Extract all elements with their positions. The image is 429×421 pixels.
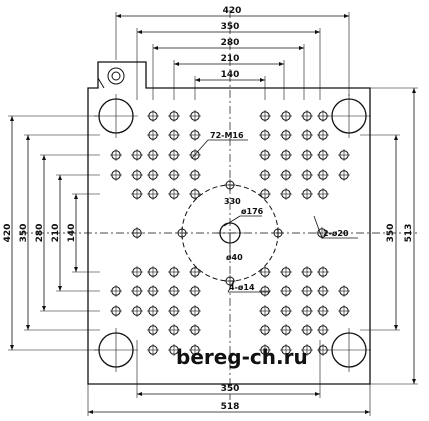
dim-top-350: 350 xyxy=(221,22,240,32)
tie-bar-holes xyxy=(94,94,371,372)
dim-right-350: 350 xyxy=(386,224,396,243)
dimension-arrowhead xyxy=(42,306,46,311)
dimension-arrowheads xyxy=(10,14,416,414)
dimension-arrowhead xyxy=(74,194,78,199)
dimension-arrowhead xyxy=(26,325,30,330)
dim-top-280: 280 xyxy=(221,38,240,48)
dimension-arrowhead xyxy=(153,46,158,50)
dimension-arrowhead xyxy=(26,135,30,140)
dimension-arrowhead xyxy=(299,46,304,50)
dimension-arrowhead xyxy=(10,116,14,121)
callout-40: ø40 xyxy=(226,253,243,262)
callout-2-20: 2-ø20 xyxy=(323,229,349,238)
dim-top-210: 210 xyxy=(221,54,240,64)
dimension-arrowhead xyxy=(58,175,62,180)
dimension-arrowhead xyxy=(116,14,121,18)
dimension-arrowhead xyxy=(195,78,200,82)
dimension-arrowhead xyxy=(137,392,142,396)
dimension-arrowhead xyxy=(344,14,349,18)
right-extension-lines xyxy=(360,87,418,385)
lifting-hole xyxy=(107,67,125,85)
threaded-hole-pattern xyxy=(110,110,350,356)
dimension-arrowhead xyxy=(137,30,142,34)
dimension-arrowhead xyxy=(315,392,320,396)
dimension-arrowhead xyxy=(394,325,398,330)
dimension-arrowhead xyxy=(365,410,370,414)
dim-left-210: 210 xyxy=(51,224,61,243)
dim-bottom-350: 350 xyxy=(221,384,240,394)
dim-right-513: 513 xyxy=(404,224,414,243)
dimension-arrowhead xyxy=(174,62,179,66)
dimension-arrowhead xyxy=(315,30,320,34)
dim-left-350: 350 xyxy=(19,224,29,243)
platen-outline xyxy=(87,61,371,385)
dimension-arrowhead xyxy=(10,345,14,350)
dimension-arrowhead xyxy=(88,410,93,414)
dimension-lines xyxy=(11,15,415,413)
callout-330: 330 xyxy=(224,197,241,206)
dim-top-420: 420 xyxy=(223,6,242,16)
dimension-arrowhead xyxy=(260,78,265,82)
dim-top-140: 140 xyxy=(221,70,240,80)
dimension-arrowhead xyxy=(412,88,416,93)
left-extension-lines xyxy=(8,115,100,351)
dim-left-420: 420 xyxy=(3,224,13,243)
dimension-arrowhead xyxy=(279,62,284,66)
callout-4-14: 4-ø14 xyxy=(229,283,255,292)
bottom-extension-lines xyxy=(87,340,371,416)
dimension-arrowhead xyxy=(412,379,416,384)
watermark: bereg-ch.ru xyxy=(176,345,308,369)
dim-bottom-518: 518 xyxy=(221,402,240,412)
dimension-arrowhead xyxy=(394,135,398,140)
dim-left-140: 140 xyxy=(67,224,77,243)
dimension-arrowhead xyxy=(58,286,62,291)
dimension-arrowhead xyxy=(74,267,78,272)
top-lug xyxy=(97,62,105,89)
callout-176: ø176 xyxy=(241,207,264,216)
dimension-arrowhead xyxy=(42,155,46,160)
dim-left-280: 280 xyxy=(35,224,45,243)
callout-72-m16: 72-M16 xyxy=(210,131,244,140)
